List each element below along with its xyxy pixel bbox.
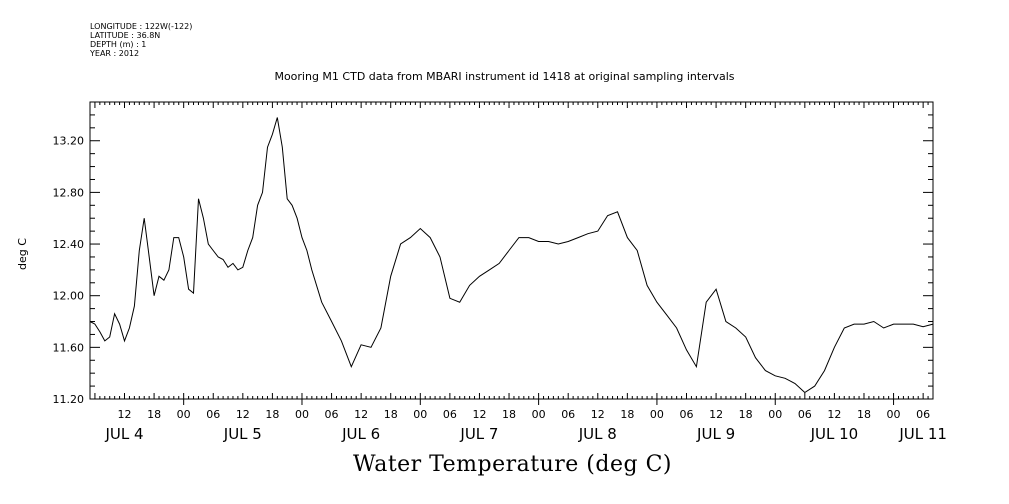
x-tick-label: 12	[354, 408, 368, 421]
metadata-block: LONGITUDE : 122W(-122) LATITUDE : 36.8N …	[90, 22, 192, 58]
chart-title: Mooring M1 CTD data from MBARI instrumen…	[274, 70, 735, 83]
x-tick-label: 06	[798, 408, 812, 421]
depth-label: DEPTH (m) : 1	[90, 40, 147, 49]
x-tick-label: 18	[384, 408, 398, 421]
y-tick-label: 12.40	[53, 238, 85, 251]
y-axis-label: deg C	[16, 238, 29, 270]
year-label: YEAR : 2012	[90, 49, 140, 58]
x-tick-label: 18	[620, 408, 634, 421]
x-tick-label: 06	[206, 408, 220, 421]
x-tick-label: 12	[236, 408, 250, 421]
x-tick-label: 00	[413, 408, 427, 421]
latitude-label: LATITUDE : 36.8N	[90, 31, 161, 40]
x-tick-label: 18	[739, 408, 753, 421]
longitude-label: LONGITUDE : 122W(-122)	[90, 22, 193, 31]
x-tick-label: 06	[561, 408, 575, 421]
day-label: JUL 7	[459, 425, 498, 443]
x-tick-label: 06	[680, 408, 694, 421]
x-tick-label: 12	[472, 408, 486, 421]
plot-frame	[89, 101, 934, 400]
x-tick-label: 00	[532, 408, 546, 421]
day-label: JUL 4	[104, 425, 143, 443]
y-tick-label: 12.80	[53, 186, 85, 199]
x-tick-label: 18	[502, 408, 516, 421]
day-label: JUL 10	[810, 425, 859, 443]
x-tick-label: 00	[177, 408, 191, 421]
x-tick-label: 00	[295, 408, 309, 421]
y-tick-label: 11.20	[53, 393, 85, 406]
x-axis-title: Water Temperature (deg C)	[353, 452, 672, 477]
x-tick-label: 18	[857, 408, 871, 421]
x-tick-label: 12	[709, 408, 723, 421]
day-label: JUL 8	[578, 425, 617, 443]
x-tick-label: 12	[827, 408, 841, 421]
x-tick-label: 00	[768, 408, 782, 421]
y-tick-label: 12.00	[53, 290, 85, 303]
day-label: JUL 9	[696, 425, 735, 443]
x-tick-label: 12	[118, 408, 132, 421]
x-tick-label: 12	[591, 408, 605, 421]
x-tick-label: 18	[265, 408, 279, 421]
x-tick-label: 06	[916, 408, 930, 421]
day-label: JUL 5	[223, 425, 262, 443]
y-tick-label: 13.20	[53, 135, 85, 148]
x-tick-label: 18	[147, 408, 161, 421]
x-tick-label: 00	[887, 408, 901, 421]
temperature-line	[89, 117, 934, 394]
day-label: JUL 6	[341, 425, 380, 443]
x-tick-label: 00	[650, 408, 664, 421]
y-tick-label: 11.60	[53, 341, 85, 354]
day-label: JUL 11	[898, 425, 947, 443]
x-tick-label: 06	[443, 408, 457, 421]
x-tick-label: 06	[325, 408, 339, 421]
